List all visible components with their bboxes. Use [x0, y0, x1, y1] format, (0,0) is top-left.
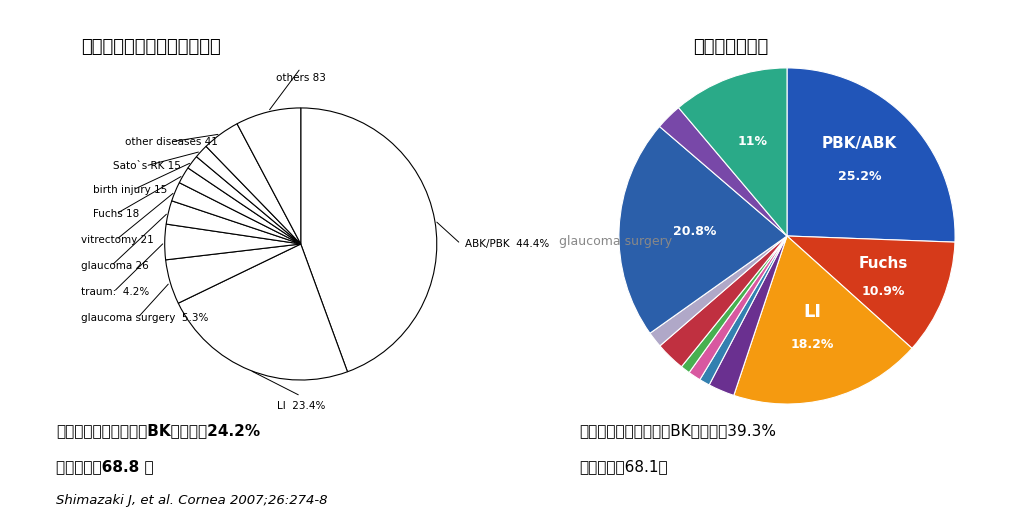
Wedge shape [650, 236, 787, 346]
Wedge shape [787, 68, 955, 242]
Text: vitrectomy 21: vitrectomy 21 [81, 235, 154, 245]
Wedge shape [188, 156, 300, 244]
Text: LI  23.4%: LI 23.4% [277, 401, 325, 411]
Wedge shape [619, 127, 787, 333]
Text: 平均年齢　68.1歳: 平均年齢 68.1歳 [579, 459, 667, 474]
Wedge shape [206, 124, 300, 244]
Wedge shape [734, 236, 912, 404]
Wedge shape [166, 201, 300, 244]
Wedge shape [178, 244, 347, 380]
Text: 18.2%: 18.2% [790, 338, 833, 351]
Wedge shape [682, 236, 787, 372]
Wedge shape [197, 146, 300, 244]
Wedge shape [300, 108, 437, 372]
Wedge shape [660, 236, 787, 367]
Text: 今回の全国調査: 今回の全国調査 [693, 38, 769, 56]
Text: traum:  4.2%: traum: 4.2% [81, 287, 149, 297]
Wedge shape [709, 236, 787, 396]
Text: 角膜移植全体に占めるBKの割合：24.2%: 角膜移植全体に占めるBKの割合：24.2% [56, 423, 260, 438]
Wedge shape [700, 236, 787, 385]
Text: 平均年齢　68.8 歳: 平均年齢 68.8 歳 [56, 459, 154, 474]
Text: PBK/ABK: PBK/ABK [822, 136, 897, 151]
Text: 11%: 11% [737, 135, 768, 148]
Wedge shape [165, 224, 300, 260]
Text: 25.2%: 25.2% [837, 169, 882, 183]
Text: Sato`s RK 15: Sato`s RK 15 [113, 161, 180, 171]
Wedge shape [172, 183, 300, 244]
Text: glaucoma surgery  5.3%: glaucoma surgery 5.3% [81, 313, 208, 323]
Text: LI: LI [803, 303, 821, 321]
Text: Fuchs 18: Fuchs 18 [92, 209, 139, 219]
Text: 20.8%: 20.8% [673, 225, 716, 238]
Wedge shape [659, 108, 787, 236]
Text: other diseases 41: other diseases 41 [125, 137, 217, 147]
Text: 前回の水疱性角膜症全国調査: 前回の水疱性角膜症全国調査 [81, 38, 220, 56]
Text: 角膜移植全体に占めるBKの割合：39.3%: 角膜移植全体に占めるBKの割合：39.3% [579, 423, 776, 438]
Wedge shape [689, 236, 787, 380]
Text: Fuchs: Fuchs [859, 255, 908, 270]
Text: glaucoma 26: glaucoma 26 [81, 261, 149, 271]
Text: 10.9%: 10.9% [862, 285, 905, 298]
Wedge shape [237, 108, 300, 244]
Text: ABK/PBK  44.4%: ABK/PBK 44.4% [464, 239, 549, 249]
Wedge shape [679, 68, 787, 236]
Text: birth injury 15: birth injury 15 [92, 185, 167, 195]
Text: glaucoma surgery: glaucoma surgery [559, 235, 672, 248]
Wedge shape [787, 236, 955, 348]
Text: others 83: others 83 [276, 73, 326, 83]
Text: Shimazaki J, et al. Cornea 2007;26:274-8: Shimazaki J, et al. Cornea 2007;26:274-8 [56, 494, 328, 506]
Wedge shape [166, 244, 300, 303]
Wedge shape [179, 168, 300, 244]
